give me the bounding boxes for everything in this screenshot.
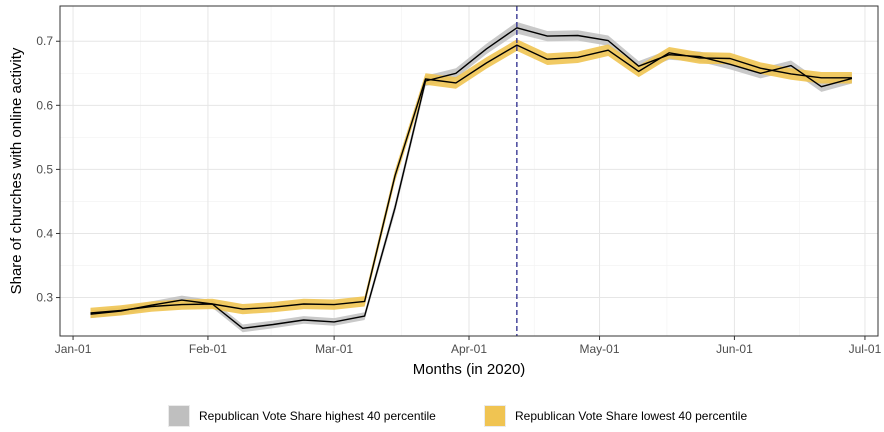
y-tick-label: 0.3 [36,291,53,305]
y-axis-ticks: 0.3 0.4 0.5 0.6 0.7 [36,34,60,305]
x-axis-title: Months (in 2020) [413,361,526,378]
x-tick-label: Feb-01 [189,342,227,356]
x-tick-label: Jun-01 [716,342,753,356]
x-axis-ticks: Jan-01 Feb-01 Mar-01 Apr-01 May-01 Jun-01 Jul-… [55,336,882,356]
series-lines [90,27,853,329]
y-axis-title: Share of churches with online activity [8,47,25,294]
series-line-1 [90,44,852,314]
x-tick-label: Apr-01 [451,342,487,356]
legend-label-highest-40: Republican Vote Share highest 40 percent… [199,409,436,423]
y-tick-label: 0.7 [36,34,53,48]
series-line-0 [90,27,853,329]
y-tick-label: 0.5 [36,162,53,176]
confidence-band-1 [90,39,852,319]
legend-swatch-lowest-40 [485,406,505,426]
x-tick-label: May-01 [580,342,620,356]
legend-label-lowest-40: Republican Vote Share lowest 40 percenti… [515,409,747,423]
y-tick-label: 0.4 [36,226,53,240]
grid-lines [60,6,878,336]
x-tick-label: Jan-01 [55,342,92,356]
legend: Republican Vote Share highest 40 percent… [168,405,747,427]
legend-swatch-highest-40 [169,406,189,426]
x-tick-label: Mar-01 [315,342,353,356]
y-tick-label: 0.6 [36,98,53,112]
x-tick-label: Jul-01 [849,342,882,356]
confidence-bands [90,22,852,333]
